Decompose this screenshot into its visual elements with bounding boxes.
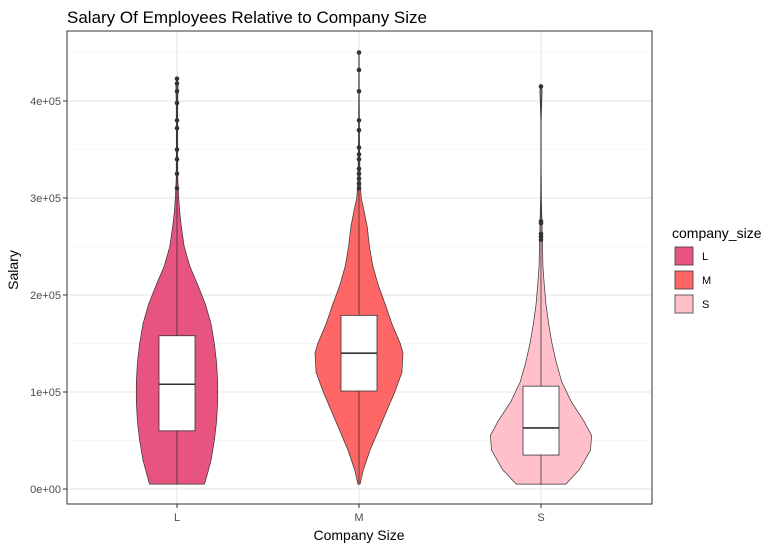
outlier-point-M: [356, 89, 362, 94]
outlier-point-M: [356, 118, 362, 123]
outlier-point-M: [356, 176, 362, 181]
outlier-point-M: [356, 50, 362, 55]
outlier-point-S: [538, 218, 544, 224]
outlier-point-L: [174, 118, 180, 123]
outlier-point-S: [538, 84, 544, 89]
outlier-point-M: [356, 166, 362, 172]
x-tick-label: M: [354, 512, 363, 524]
outlier-point-L: [174, 147, 180, 152]
legend-label-S: S: [702, 299, 709, 311]
legend-key-S: [674, 294, 694, 314]
outlier-point-M: [356, 67, 362, 73]
legend-key-L: [674, 246, 694, 266]
outlier-point-L: [174, 186, 180, 191]
outlier-point-M: [356, 171, 362, 177]
chart-title: Salary Of Employees Relative to Company …: [67, 8, 427, 27]
y-tick-label: 4e+05: [30, 96, 61, 108]
y-axis-ticks: 0e+00 1e+05 2e+05 3e+05 4e+05: [30, 96, 67, 496]
boxplots: [158, 193, 560, 485]
y-tick-label: 3e+05: [30, 193, 61, 205]
x-tick-label: L: [174, 512, 180, 524]
y-tick-label: 2e+05: [30, 290, 61, 302]
box-S: [522, 385, 560, 456]
y-tick-label: 0e+00: [30, 484, 61, 496]
x-tick-label: S: [537, 512, 544, 524]
legend: company_size LMS: [672, 225, 762, 314]
outlier-point-L: [174, 125, 180, 131]
x-axis-title: Company Size: [313, 527, 404, 543]
outlier-point-M: [356, 145, 362, 150]
outlier-point-L: [174, 81, 180, 86]
box-L: [158, 335, 196, 432]
outlier-point-L: [174, 76, 180, 81]
outlier-point-L: [174, 89, 180, 94]
outlier-point-M: [356, 156, 362, 162]
outlier-point-L: [174, 156, 180, 162]
legend-items: LMS: [674, 246, 711, 314]
outlier-point-L: [174, 171, 180, 177]
outlier-point-S: [538, 231, 544, 237]
outlier-point-L: [174, 100, 180, 106]
legend-label-L: L: [702, 251, 708, 263]
y-axis-title: Salary: [5, 250, 21, 290]
y-tick-label: 1e+05: [30, 387, 61, 399]
outlier-point-M: [356, 152, 362, 157]
outlier-point-M: [356, 186, 362, 191]
legend-title: company_size: [672, 225, 762, 241]
outlier-point-M: [356, 181, 362, 186]
legend-key-M: [674, 270, 694, 290]
outlier-point-M: [356, 127, 362, 133]
legend-label-M: M: [702, 275, 711, 287]
outlier-points: [174, 50, 544, 295]
